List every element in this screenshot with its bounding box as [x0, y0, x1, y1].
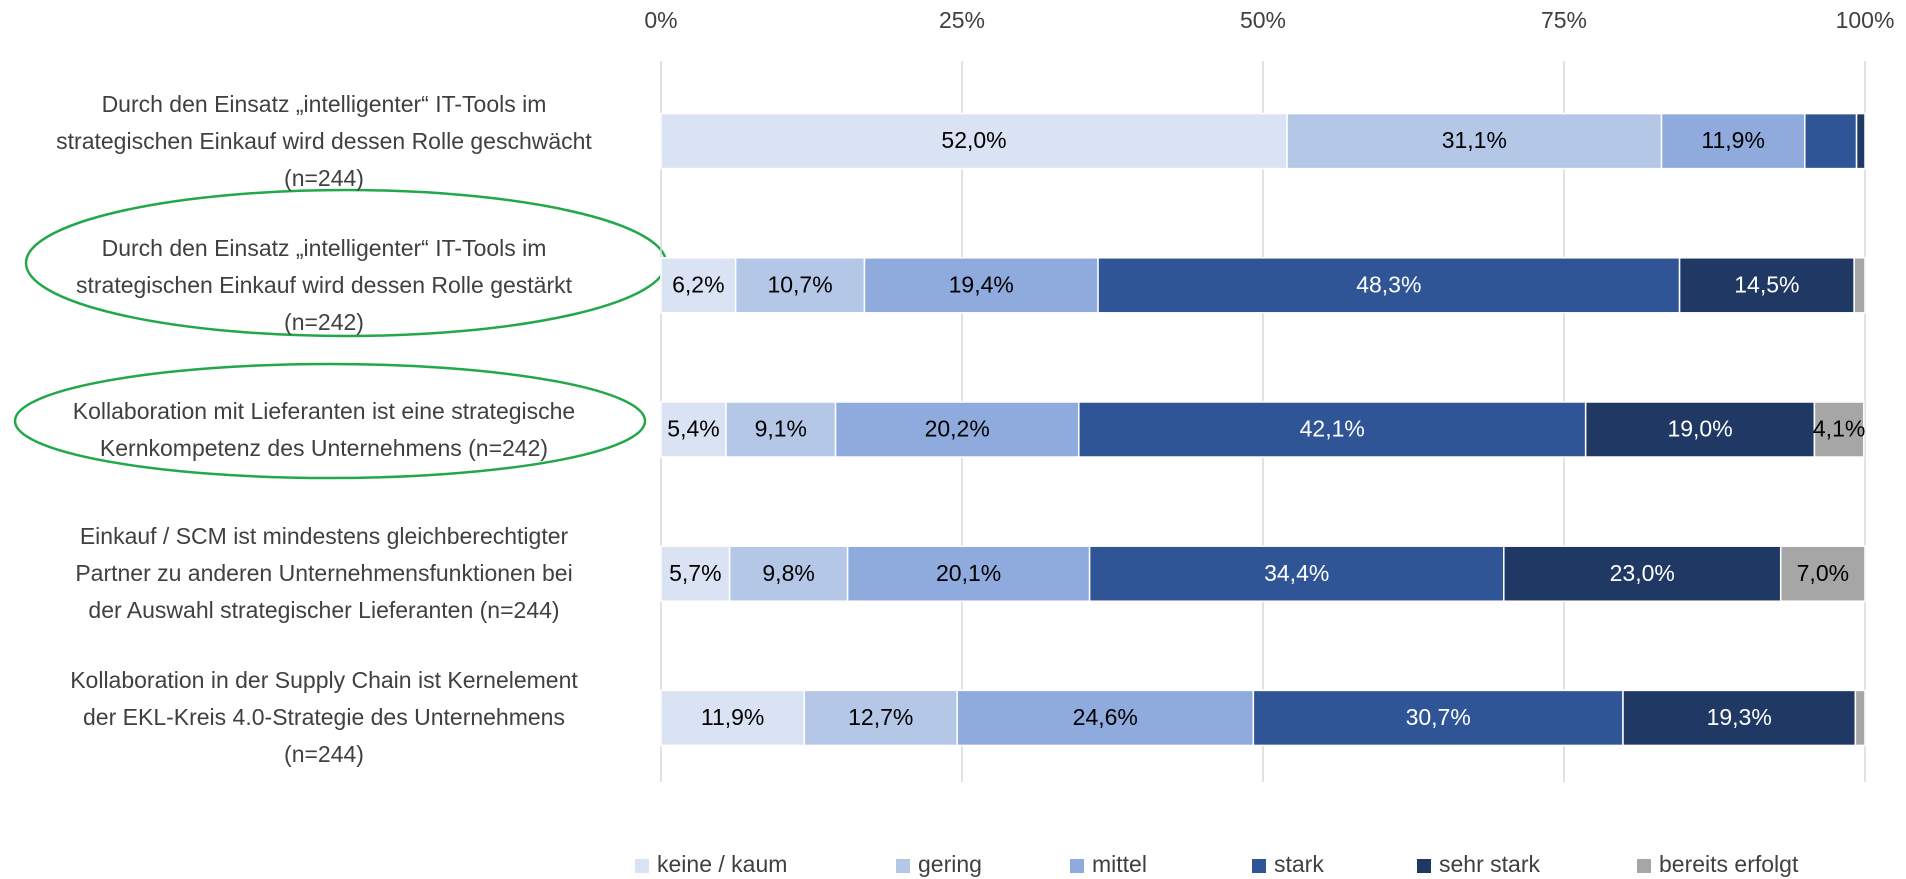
- value-label: 20,1%: [936, 560, 1001, 586]
- bar-segment: [1804, 112, 1858, 170]
- value-label: 52,0%: [941, 127, 1006, 153]
- value-label: 31,1%: [1442, 127, 1507, 153]
- bar-segment: [1097, 257, 1681, 314]
- value-label: 6,2%: [672, 271, 724, 297]
- bar-segment: [660, 257, 737, 314]
- value-label: 19,4%: [949, 271, 1014, 297]
- value-label: 19,3%: [1707, 704, 1772, 730]
- value-label: 20,2%: [925, 416, 990, 442]
- highlight-ellipse: [13, 362, 647, 480]
- category-label: Durch den Einsatz „intelligenter“ IT-Too…: [75, 234, 573, 335]
- bar-segment: [1622, 689, 1857, 747]
- category-label: Durch den Einsatz „intelligenter“ IT-Too…: [56, 90, 592, 191]
- category-label: Einkauf / SCM ist mindestens gleichberec…: [75, 523, 573, 624]
- bar-segment: [728, 545, 849, 602]
- bar-segment: [1853, 257, 1866, 314]
- value-label: 11,9%: [1701, 127, 1765, 153]
- bar-segment: [1779, 545, 1866, 602]
- bar-segment: [863, 257, 1099, 314]
- value-label: 9,8%: [762, 560, 814, 586]
- value-label: 14,5%: [1734, 271, 1799, 297]
- bar-segment: [1813, 401, 1865, 458]
- bar-segment: [1855, 112, 1866, 170]
- bar-segment: [660, 401, 727, 458]
- x-tick-label: 100%: [1836, 7, 1895, 33]
- legend-swatch: [635, 859, 649, 873]
- legend-swatch: [896, 859, 910, 873]
- category-label: Kollaboration in der Supply Chain ist Ke…: [70, 667, 578, 768]
- bar-segment: [725, 401, 837, 458]
- legend-label: sehr stark: [1439, 851, 1540, 877]
- legend-swatch: [1637, 859, 1651, 873]
- x-tick-label: 25%: [939, 7, 985, 33]
- bar-segment: [834, 401, 1080, 458]
- value-label: 11,9%: [701, 704, 765, 730]
- value-label: 10,7%: [767, 271, 832, 297]
- bar-segment: [1584, 401, 1816, 458]
- bar-segment: [1503, 545, 1782, 602]
- legend-swatch: [1070, 859, 1084, 873]
- value-label: 9,1%: [755, 416, 807, 442]
- legend-swatch: [1252, 859, 1266, 873]
- legend-swatch: [1417, 859, 1431, 873]
- value-label: 24,6%: [1073, 704, 1138, 730]
- value-label: 12,7%: [848, 704, 913, 730]
- x-tick-label: 50%: [1240, 7, 1286, 33]
- value-label: 4,1%: [1813, 416, 1865, 442]
- legend-label: mittel: [1092, 851, 1147, 877]
- bar-segment: [1078, 401, 1587, 458]
- bar-segment: [660, 689, 806, 747]
- bar-segment: [1854, 689, 1866, 747]
- value-label: 19,0%: [1667, 416, 1732, 442]
- value-label: 5,4%: [667, 416, 719, 442]
- value-label: 7,0%: [1797, 560, 1849, 586]
- value-label: 34,4%: [1264, 560, 1329, 586]
- bar-segment: [660, 112, 1288, 170]
- x-tick-label: 0%: [644, 7, 677, 33]
- legend-label: stark: [1274, 851, 1324, 877]
- bar-segment: [734, 257, 866, 314]
- legend-label: keine / kaum: [657, 851, 787, 877]
- bar-segment: [660, 545, 731, 602]
- category-label: Kollaboration mit Lieferanten ist eine s…: [72, 397, 576, 461]
- legend-label: bereits erfolgt: [1659, 851, 1799, 877]
- legend-label: gering: [918, 851, 982, 877]
- bar-segment: [846, 545, 1091, 602]
- bar-segment: [803, 689, 958, 747]
- value-label: 5,7%: [669, 560, 721, 586]
- value-label: 42,1%: [1300, 416, 1365, 442]
- value-label: 30,7%: [1406, 704, 1471, 730]
- value-label: 48,3%: [1356, 271, 1421, 297]
- value-label: 23,0%: [1610, 560, 1675, 586]
- x-tick-label: 75%: [1541, 7, 1587, 33]
